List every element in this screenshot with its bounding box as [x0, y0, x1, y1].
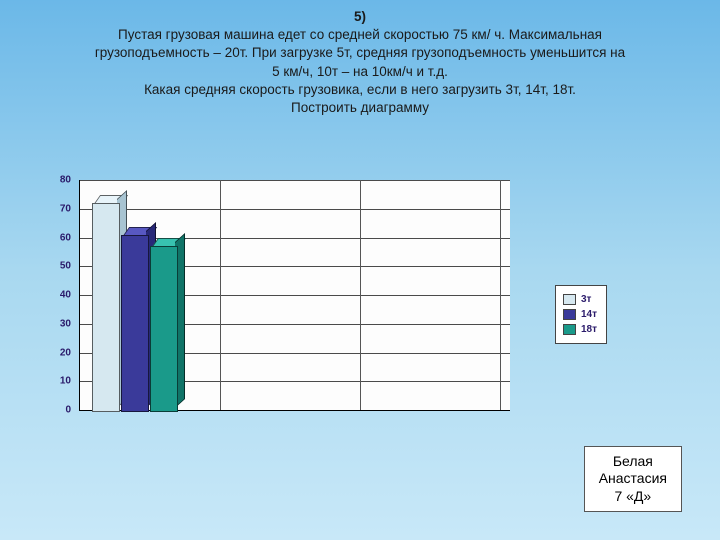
y-tick-label: 40 — [60, 290, 71, 301]
bar-front — [150, 246, 178, 412]
legend-label: 3т — [581, 292, 591, 307]
y-tick-label: 20 — [60, 347, 71, 358]
legend-swatch — [563, 294, 576, 305]
title-line: Какая средняя скорость грузовика, если в… — [30, 81, 690, 99]
bar-front — [92, 203, 120, 412]
bar-chart: 01020304050607080 — [45, 180, 525, 430]
legend-item: 3т — [563, 292, 597, 307]
title-line: грузоподъемность – 20т. При загрузке 5т,… — [30, 44, 690, 62]
y-tick-label: 10 — [60, 376, 71, 387]
legend-label: 14т — [581, 307, 597, 322]
bar — [150, 246, 176, 410]
v-separator — [220, 180, 221, 410]
y-tick-label: 50 — [60, 261, 71, 272]
y-axis-labels: 01020304050607080 — [45, 180, 75, 430]
title-line: 5 км/ч, 10т – на 10км/ч и т.д. — [30, 63, 690, 81]
legend-label: 18т — [581, 322, 597, 337]
legend: 3т14т18т — [555, 285, 607, 344]
legend-item: 14т — [563, 307, 597, 322]
plot-area — [79, 180, 510, 411]
author-line: Белая — [599, 453, 667, 471]
v-separator — [500, 180, 501, 410]
bar — [92, 203, 118, 410]
bar-group — [92, 203, 176, 410]
y-tick-label: 30 — [60, 318, 71, 329]
grid-line — [80, 180, 510, 181]
y-tick-label: 0 — [65, 405, 71, 416]
problem-title: 5) Пустая грузовая машина едет со средне… — [0, 0, 720, 117]
legend-swatch — [563, 309, 576, 320]
y-tick-label: 60 — [60, 232, 71, 243]
bar-front — [121, 235, 149, 412]
author-line: Анастасия — [599, 470, 667, 488]
author-line: 7 «Д» — [599, 488, 667, 506]
author-box: Белая Анастасия 7 «Д» — [584, 446, 682, 513]
legend-swatch — [563, 324, 576, 335]
bar — [121, 235, 147, 410]
v-separator — [360, 180, 361, 410]
problem-number: 5) — [30, 8, 690, 26]
title-line: Пустая грузовая машина едет со средней с… — [30, 26, 690, 44]
title-line: Построить диаграмму — [30, 99, 690, 117]
y-tick-label: 70 — [60, 203, 71, 214]
legend-item: 18т — [563, 322, 597, 337]
y-tick-label: 80 — [60, 175, 71, 186]
